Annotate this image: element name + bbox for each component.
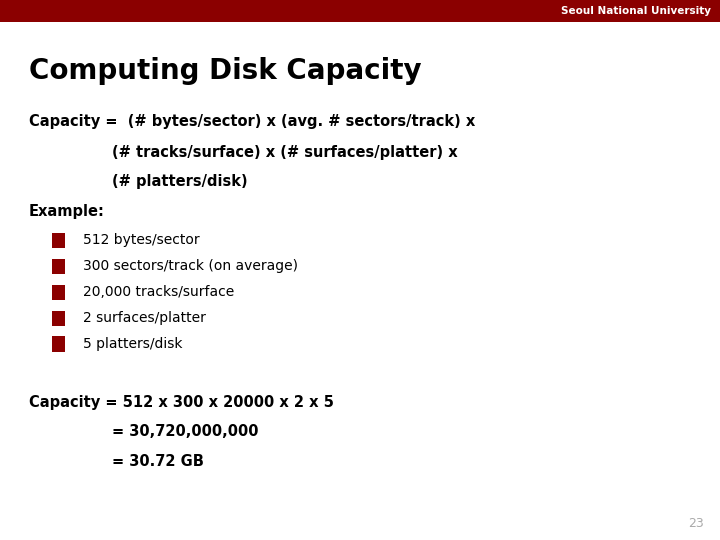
FancyBboxPatch shape bbox=[0, 0, 720, 22]
Text: Capacity = 512 x 300 x 20000 x 2 x 5: Capacity = 512 x 300 x 20000 x 2 x 5 bbox=[29, 395, 333, 410]
Text: 512 bytes/sector: 512 bytes/sector bbox=[83, 233, 199, 247]
Text: Example:: Example: bbox=[29, 204, 104, 219]
Text: (# platters/disk): (# platters/disk) bbox=[112, 174, 247, 190]
Text: Seoul National University: Seoul National University bbox=[562, 6, 711, 16]
FancyBboxPatch shape bbox=[52, 285, 65, 300]
Text: = 30.72 GB: = 30.72 GB bbox=[112, 454, 204, 469]
Text: = 30,720,000,000: = 30,720,000,000 bbox=[112, 424, 258, 440]
FancyBboxPatch shape bbox=[52, 233, 65, 248]
Text: 5 platters/disk: 5 platters/disk bbox=[83, 337, 182, 351]
FancyBboxPatch shape bbox=[52, 310, 65, 326]
FancyBboxPatch shape bbox=[52, 259, 65, 274]
FancyBboxPatch shape bbox=[52, 336, 65, 352]
Text: Capacity =  (# bytes/sector) x (avg. # sectors/track) x: Capacity = (# bytes/sector) x (avg. # se… bbox=[29, 114, 475, 129]
Text: 2 surfaces/platter: 2 surfaces/platter bbox=[83, 311, 206, 325]
Text: 20,000 tracks/surface: 20,000 tracks/surface bbox=[83, 285, 234, 299]
Text: 300 sectors/track (on average): 300 sectors/track (on average) bbox=[83, 259, 298, 273]
Text: (# tracks/surface) x (# surfaces/platter) x: (# tracks/surface) x (# surfaces/platter… bbox=[112, 145, 457, 160]
Text: Computing Disk Capacity: Computing Disk Capacity bbox=[29, 57, 421, 85]
Text: 23: 23 bbox=[688, 517, 704, 530]
